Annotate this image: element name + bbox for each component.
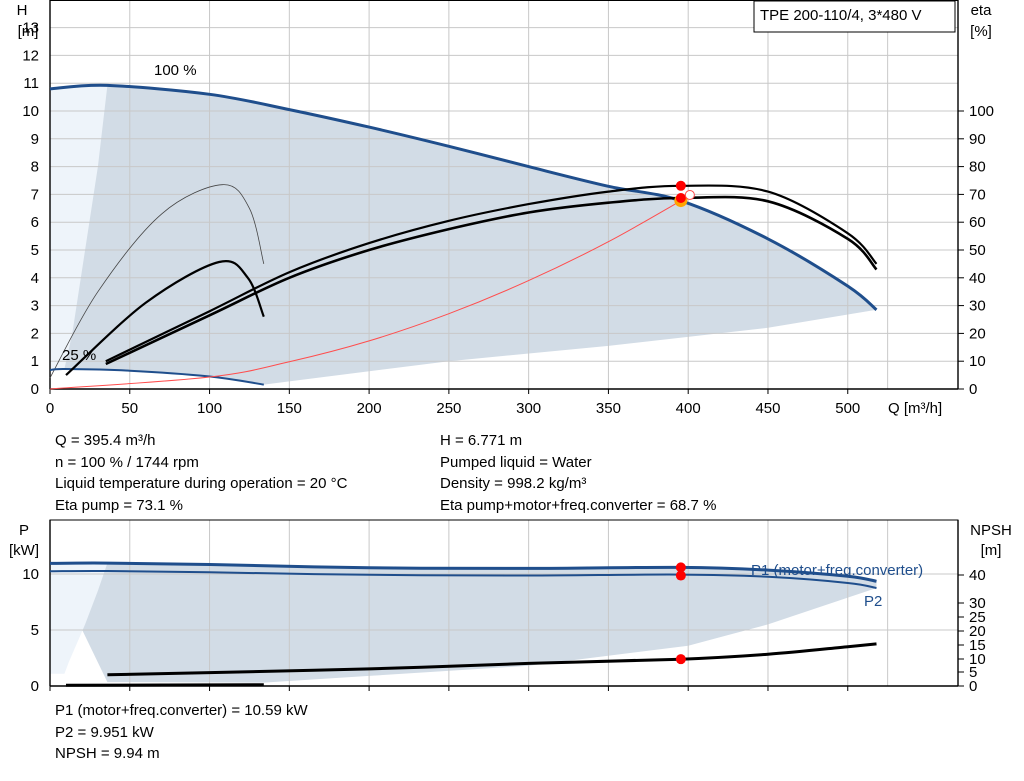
info-speed: n = 100 % / 1744 rpm — [55, 453, 199, 471]
extended-area — [50, 85, 108, 371]
best-efficiency-marker — [684, 189, 695, 200]
info-liquid: Pumped liquid = Water — [440, 453, 592, 471]
info-temperature: Liquid temperature during operation = 20… — [55, 475, 348, 492]
curve-npsh — [107, 642, 877, 677]
info-flow: Q = 395.4 m³/h — [55, 432, 156, 449]
x-tick-label: 0 — [46, 400, 54, 417]
duty-point-p2 — [675, 570, 686, 581]
y2-tick-label: 70 — [969, 186, 986, 203]
info-head: H = 6.771 m — [440, 432, 523, 449]
q-axis-label: Q [m³/h] — [888, 400, 942, 417]
y2-tick-label: 80 — [969, 159, 986, 176]
y2-tick-label: 40 — [969, 270, 986, 287]
info-eta-pump: Eta pump = 73.1 % — [55, 496, 183, 514]
curve-p1 — [49, 561, 877, 583]
y-tick-label: 3 — [31, 298, 39, 315]
y-tick-label: 8 — [31, 159, 39, 176]
operating-area — [50, 85, 877, 385]
y2-tick-label: 30 — [969, 595, 986, 612]
operating-area — [50, 563, 877, 683]
y2-tick-label: 10 — [969, 651, 986, 668]
y-tick-label: 6 — [31, 214, 39, 231]
x-tick-label: 150 — [277, 400, 302, 417]
info-right: H = 6.771 m Pumped liquid = Water Densit… — [440, 430, 716, 516]
x-tick-label: 50 — [121, 400, 138, 417]
x-tick-label: 300 — [516, 400, 541, 417]
y2-tick-label: 0 — [969, 381, 977, 398]
y2-tick-label: 100 — [969, 103, 994, 120]
pump-title: TPE 200-110/4, 3*480 V — [760, 7, 922, 24]
curve-p2 — [49, 569, 877, 589]
y2-tick-label: 20 — [969, 623, 986, 640]
h-axis-label: H — [17, 2, 28, 19]
info-p1: P1 (motor+freq.converter) = 10.59 kW — [55, 702, 308, 719]
extended-area — [50, 563, 108, 674]
y2-tick-label: 10 — [969, 353, 986, 370]
speed-label-100: 100 % — [154, 62, 197, 79]
npsh-axis-unit: [m] — [981, 542, 1002, 559]
info-npsh: NPSH = 9.94 m — [55, 745, 160, 762]
y-tick-label: 2 — [31, 325, 39, 342]
speed-label-25: 25 % — [62, 347, 96, 364]
y2-tick-label: 90 — [969, 131, 986, 148]
y-tick-label: 5 — [31, 622, 39, 639]
p-axis-label: P — [19, 522, 29, 539]
title-box — [753, 0, 956, 33]
x-tick-label: 450 — [755, 400, 780, 417]
x-tick-label: 200 — [357, 400, 382, 417]
eta-axis-label: eta — [971, 2, 993, 19]
y-tick-label: 0 — [31, 381, 39, 398]
info-eta-total: Eta pump+motor+freq.converter = 68.7 % — [440, 496, 717, 514]
y-tick-label: 4 — [31, 270, 39, 287]
y-tick-label: 11 — [23, 75, 39, 92]
y2-tick-label: 5 — [969, 664, 977, 681]
system-curve — [49, 200, 682, 390]
y2-tick-label: 0 — [969, 678, 977, 695]
p-axis-unit: [kW] — [9, 542, 39, 559]
curve-25-percent — [49, 367, 264, 386]
eta-curve-thin — [49, 184, 265, 379]
x-tick-label: 500 — [835, 400, 860, 417]
y-tick-label: 0 — [31, 678, 39, 695]
info-bottom: P1 (motor+freq.converter) = 10.59 kW P2 … — [55, 700, 308, 765]
duty-point-npsh — [675, 654, 686, 665]
y-tick-label: 12 — [22, 47, 39, 64]
y-tick-label: 10 — [22, 103, 39, 120]
curve-eta-reduced-speed — [65, 260, 265, 376]
top-chart: 0123456789101112130102030405060708090100… — [22, 0, 994, 417]
duty-point-eta-pump — [675, 180, 686, 191]
x-tick-label: 250 — [436, 400, 461, 417]
y-tick-label: 13 — [22, 20, 39, 37]
y2-tick-label: 60 — [969, 214, 986, 231]
y2-tick-label: 50 — [969, 242, 986, 259]
curve-100-percent — [49, 83, 878, 311]
duty-point-eta-total — [675, 193, 686, 204]
p1-curve-label: P1 (motor+freq.converter) — [751, 562, 923, 579]
curve-npsh-reduced-speed — [65, 683, 264, 687]
y2-tick-label: 25 — [969, 609, 986, 626]
info-density: Density = 998.2 kg/m³ — [440, 475, 587, 492]
npsh-axis-label: NPSH — [970, 522, 1012, 539]
p2-curve-label: P2 — [864, 593, 882, 610]
y-tick-label: 9 — [31, 131, 39, 148]
h-axis-unit: [m] — [18, 23, 39, 40]
eta-axis-unit: [%] — [970, 23, 992, 40]
y-tick-label: 10 — [22, 566, 39, 583]
y-tick-label: 1 — [31, 353, 39, 370]
y-tick-label: 5 — [31, 242, 39, 259]
x-tick-label: 100 — [197, 400, 222, 417]
info-p2: P2 = 9.951 kW — [55, 723, 154, 741]
y2-tick-label: 30 — [969, 298, 986, 315]
y2-tick-label: 15 — [969, 637, 986, 654]
y2-tick-label: 40 — [969, 567, 986, 584]
y2-tick-label: 20 — [969, 325, 986, 342]
x-tick-label: 350 — [596, 400, 621, 417]
duty-point-p1 — [675, 562, 686, 573]
x-tick-label: 400 — [676, 400, 701, 417]
y-tick-label: 7 — [31, 186, 39, 203]
info-left: Q = 395.4 m³/h n = 100 % / 1744 rpm Liqu… — [55, 430, 347, 516]
